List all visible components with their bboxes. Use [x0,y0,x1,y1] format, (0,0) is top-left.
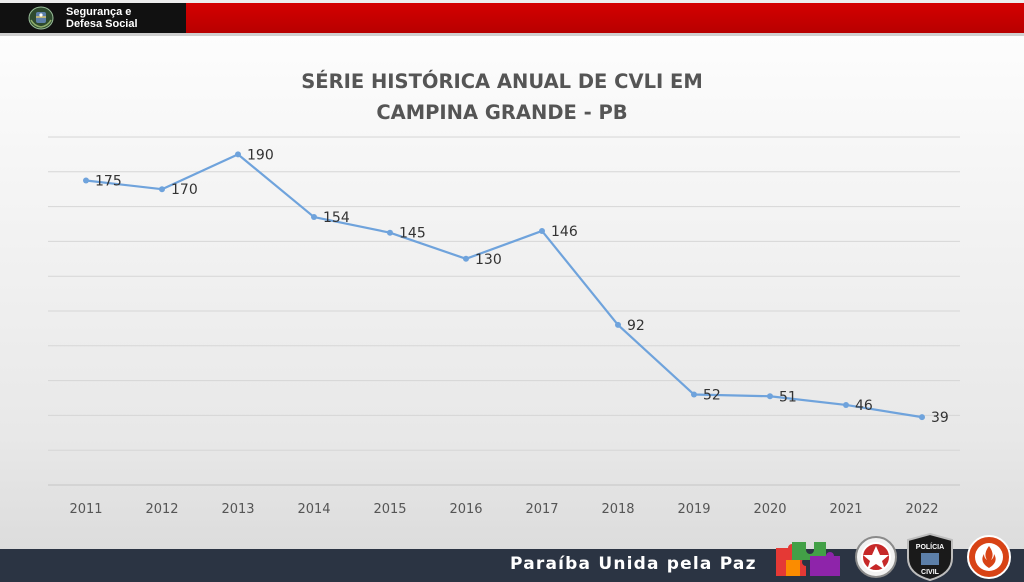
data-label: 154 [323,210,350,226]
header-top-line [0,0,1024,3]
x-tick-label: 2019 [677,502,710,517]
paraiba-coat-of-arms-icon [28,6,54,30]
header-logo-block: Segurança e Defesa Social [0,3,186,33]
chart-title-line-2: CAMPINA GRANDE - PB [376,101,628,124]
series-line [85,153,923,419]
data-label: 39 [931,410,949,426]
data-label: 52 [703,388,721,404]
data-label: 51 [779,389,797,405]
x-tick-label: 2012 [145,502,178,517]
civil-police-badge-text-1: POLÍCIA [916,542,944,551]
data-label: 46 [855,398,873,414]
x-tick-label: 2022 [905,502,938,517]
chart-title: SÉRIE HISTÓRICA ANUAL DE CVLI EM CAMPINA… [0,66,1004,128]
chart-x-axis: 2011 2012 2013 2014 2015 2016 2017 2018 2019 2020… [69,502,938,517]
chart-title-line-1: SÉRIE HISTÓRICA ANUAL DE CVLI EM [301,70,703,93]
data-point [843,401,849,408]
data-label: 92 [627,318,645,334]
data-point [919,414,925,421]
data-label: 170 [171,182,198,198]
data-point [539,227,545,234]
footer-badges: POLÍCIA CIVIL [770,532,1024,582]
line-chart: 175 170 190 154 145 130 146 92 52 51 46 39 2011 2012… [48,136,960,517]
data-label: 145 [399,226,426,242]
x-tick-label: 2014 [297,502,330,517]
x-tick-label: 2016 [449,502,482,517]
x-tick-label: 2021 [829,502,862,517]
data-point [83,177,89,184]
data-label: 146 [551,224,578,240]
chart-data-labels: 175 170 190 154 145 130 146 92 52 51 46 39 [95,147,949,426]
puzzle-pieces-logo [776,542,840,576]
x-tick-label: 2018 [601,502,634,517]
x-tick-label: 2011 [69,502,102,517]
organization-name-line-2: Defesa Social [66,18,138,30]
organization-name: Segurança e Defesa Social [66,6,138,30]
organization-name-line-1: Segurança e [66,6,132,18]
data-point [615,321,621,328]
fire-department-badge [967,535,1011,579]
data-label: 190 [247,147,274,163]
header-red-band [186,3,1024,33]
data-point [463,255,469,262]
data-point [159,186,165,193]
header-bottom-line [0,33,1024,36]
data-point [311,214,317,221]
x-tick-label: 2013 [221,502,254,517]
military-police-badge [855,536,897,578]
footer-slogan: Paraíba Unida pela Paz [510,554,757,574]
footer-bar: Paraíba Unida pela Paz [0,549,1024,582]
civil-police-badge: POLÍCIA CIVIL [907,532,953,582]
header-bar: Segurança e Defesa Social [0,0,1024,36]
chart-series [83,151,925,421]
civil-police-badge-text-2: CIVIL [921,569,940,576]
data-point [235,151,241,158]
data-point [387,229,393,236]
data-label: 130 [475,252,502,268]
chart-gridlines [48,136,960,486]
data-point [767,393,773,400]
x-tick-label: 2017 [525,502,558,517]
x-tick-label: 2020 [753,502,786,517]
x-tick-label: 2015 [373,502,406,517]
data-label: 175 [95,174,122,190]
data-point [691,391,697,398]
